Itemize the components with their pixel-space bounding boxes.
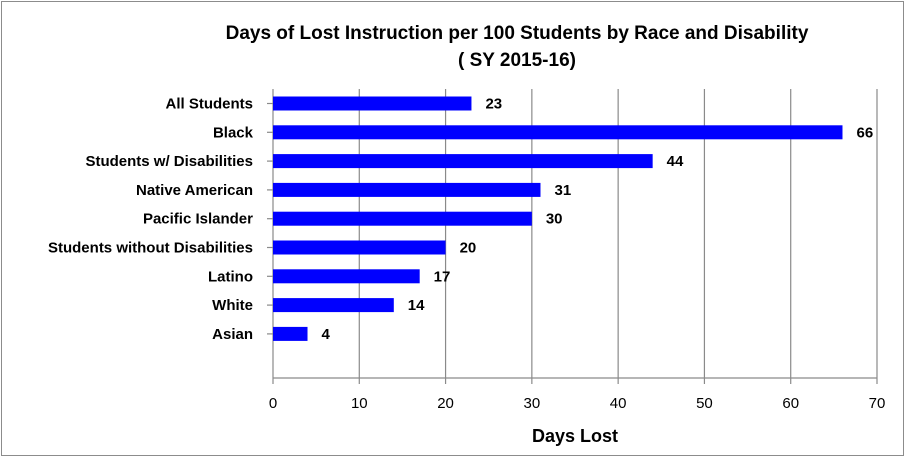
x-tick-label: 0 — [269, 395, 277, 412]
x-tick-label: 70 — [869, 395, 886, 412]
bar — [273, 326, 308, 341]
bar — [273, 298, 394, 313]
data-label: 66 — [856, 124, 873, 141]
category-label: All Students — [165, 96, 253, 113]
category-label: Students w/ Disabilities — [85, 153, 253, 170]
category-label: Black — [213, 124, 254, 141]
data-label: 4 — [322, 326, 331, 343]
category-label: Asian — [212, 326, 253, 343]
data-label: 30 — [546, 211, 563, 228]
bar — [273, 269, 420, 284]
bar — [273, 96, 472, 111]
data-label: 14 — [408, 297, 425, 314]
data-label: 44 — [667, 153, 684, 170]
category-label: Students without Disabilities — [48, 240, 253, 257]
bar — [273, 240, 446, 255]
x-tick-label: 20 — [437, 395, 454, 412]
bar — [273, 211, 532, 226]
x-tick-label: 50 — [696, 395, 713, 412]
x-tick-label: 60 — [782, 395, 799, 412]
category-label: White — [212, 297, 253, 314]
x-tick-label: 10 — [351, 395, 368, 412]
chart-title: Days of Lost Instruction per 100 Student… — [226, 23, 809, 44]
chart-subtitle: ( SY 2015-16) — [458, 50, 576, 71]
bar — [273, 154, 653, 169]
x-tick-label: 40 — [610, 395, 627, 412]
category-label: Native American — [136, 182, 253, 199]
x-tick-labels: 0 10 20 30 40 50 60 70 — [269, 395, 886, 412]
x-tick-label: 30 — [524, 395, 541, 412]
bar — [273, 125, 843, 140]
data-label: 17 — [434, 268, 451, 285]
data-label: 31 — [554, 182, 571, 199]
data-label: 23 — [485, 96, 502, 113]
category-label: Pacific Islander — [143, 211, 253, 228]
category-label: Latino — [208, 268, 253, 285]
data-label: 20 — [460, 240, 477, 257]
bar — [273, 182, 541, 197]
data-labels: 23 66 44 31 30 20 17 14 4 — [322, 96, 874, 343]
bars — [273, 96, 843, 341]
x-axis-label: Days Lost — [532, 426, 618, 446]
category-labels: All Students Black Students w/ Disabilitie… — [48, 96, 254, 343]
